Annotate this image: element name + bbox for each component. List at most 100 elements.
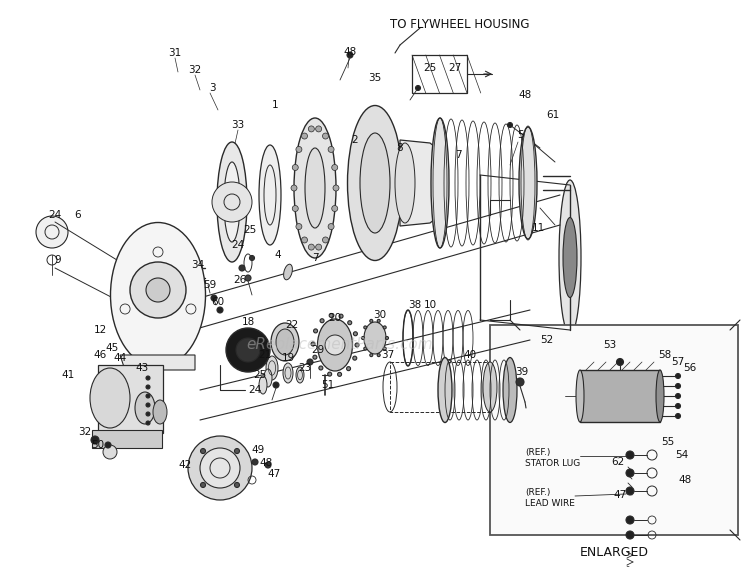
Circle shape <box>332 205 338 211</box>
Circle shape <box>386 336 388 340</box>
Text: ENLARGED: ENLARGED <box>580 547 649 560</box>
Circle shape <box>302 237 307 243</box>
Ellipse shape <box>395 143 415 223</box>
Circle shape <box>508 122 512 128</box>
Ellipse shape <box>438 358 452 422</box>
Circle shape <box>626 487 634 495</box>
Circle shape <box>352 356 357 360</box>
Circle shape <box>676 393 680 399</box>
Circle shape <box>226 328 270 372</box>
Text: 25: 25 <box>254 370 267 380</box>
Circle shape <box>322 133 328 139</box>
Circle shape <box>313 355 317 359</box>
Circle shape <box>626 469 634 477</box>
Ellipse shape <box>224 162 240 242</box>
Text: 62: 62 <box>611 457 625 467</box>
Circle shape <box>146 412 150 416</box>
Text: 25: 25 <box>243 225 256 235</box>
Text: 47: 47 <box>267 469 280 479</box>
Text: 3: 3 <box>209 83 215 93</box>
Ellipse shape <box>259 145 281 245</box>
Text: 42: 42 <box>178 460 192 470</box>
Text: 31: 31 <box>168 48 182 58</box>
Bar <box>92 430 162 448</box>
Text: 26: 26 <box>233 275 247 285</box>
Circle shape <box>146 376 150 380</box>
Text: 24: 24 <box>48 210 62 220</box>
Text: 47: 47 <box>614 490 627 500</box>
Circle shape <box>130 262 186 318</box>
Circle shape <box>296 146 302 153</box>
Text: 37: 37 <box>381 350 394 360</box>
Circle shape <box>333 185 339 191</box>
Ellipse shape <box>576 370 584 422</box>
Bar <box>490 325 738 535</box>
Circle shape <box>383 347 386 350</box>
Text: 51: 51 <box>321 380 334 390</box>
Text: 34: 34 <box>191 260 205 270</box>
Text: 2: 2 <box>352 135 358 145</box>
Ellipse shape <box>259 376 267 394</box>
Text: 33: 33 <box>231 120 244 130</box>
Text: 25: 25 <box>423 63 436 73</box>
Ellipse shape <box>110 222 206 367</box>
Circle shape <box>383 326 386 329</box>
Text: eReplacementParts.com: eReplacementParts.com <box>247 337 434 353</box>
Circle shape <box>364 326 367 329</box>
Ellipse shape <box>305 148 325 228</box>
Bar <box>98 365 163 433</box>
Text: 45: 45 <box>105 343 118 353</box>
Circle shape <box>103 445 117 459</box>
Text: 22: 22 <box>285 320 298 330</box>
Circle shape <box>311 342 315 346</box>
Ellipse shape <box>364 322 386 354</box>
Circle shape <box>616 358 623 366</box>
Circle shape <box>516 378 524 386</box>
Circle shape <box>319 366 322 370</box>
Circle shape <box>308 126 314 132</box>
Ellipse shape <box>317 319 352 371</box>
Text: 44: 44 <box>113 353 127 363</box>
Ellipse shape <box>519 127 537 239</box>
Text: 40: 40 <box>464 350 476 360</box>
Circle shape <box>316 126 322 132</box>
Ellipse shape <box>271 323 299 361</box>
Circle shape <box>316 244 322 250</box>
Ellipse shape <box>153 400 167 424</box>
Text: 58: 58 <box>658 350 672 360</box>
Circle shape <box>211 295 217 301</box>
Ellipse shape <box>276 329 294 355</box>
Text: 8: 8 <box>397 143 404 153</box>
Text: 5: 5 <box>517 130 524 140</box>
Circle shape <box>105 442 111 448</box>
Text: 6: 6 <box>75 210 81 220</box>
Text: 32: 32 <box>188 65 202 75</box>
Circle shape <box>146 421 150 425</box>
Text: 48: 48 <box>260 458 273 468</box>
Text: 60: 60 <box>211 297 224 307</box>
Ellipse shape <box>503 358 517 422</box>
Ellipse shape <box>656 370 664 422</box>
Circle shape <box>362 336 364 340</box>
Circle shape <box>328 223 334 230</box>
Text: 43: 43 <box>135 363 148 373</box>
Text: 55: 55 <box>662 437 675 447</box>
Text: 41: 41 <box>62 370 74 380</box>
Text: 48: 48 <box>678 475 692 485</box>
Ellipse shape <box>266 356 278 380</box>
Polygon shape <box>120 355 195 370</box>
Text: TO FLYWHEEL HOUSING: TO FLYWHEEL HOUSING <box>390 18 530 31</box>
Circle shape <box>291 185 297 191</box>
Text: 48: 48 <box>344 47 357 57</box>
Circle shape <box>364 347 367 350</box>
Text: 18: 18 <box>242 317 254 327</box>
Circle shape <box>212 182 252 222</box>
Text: 27: 27 <box>448 63 461 73</box>
Bar <box>390 362 490 412</box>
Text: 29: 29 <box>311 345 325 355</box>
Text: (REF.)
STATOR LUG: (REF.) STATOR LUG <box>525 448 580 468</box>
Circle shape <box>91 436 99 444</box>
Circle shape <box>370 319 373 323</box>
Text: 38: 38 <box>408 300 422 310</box>
Text: 10: 10 <box>424 300 436 310</box>
